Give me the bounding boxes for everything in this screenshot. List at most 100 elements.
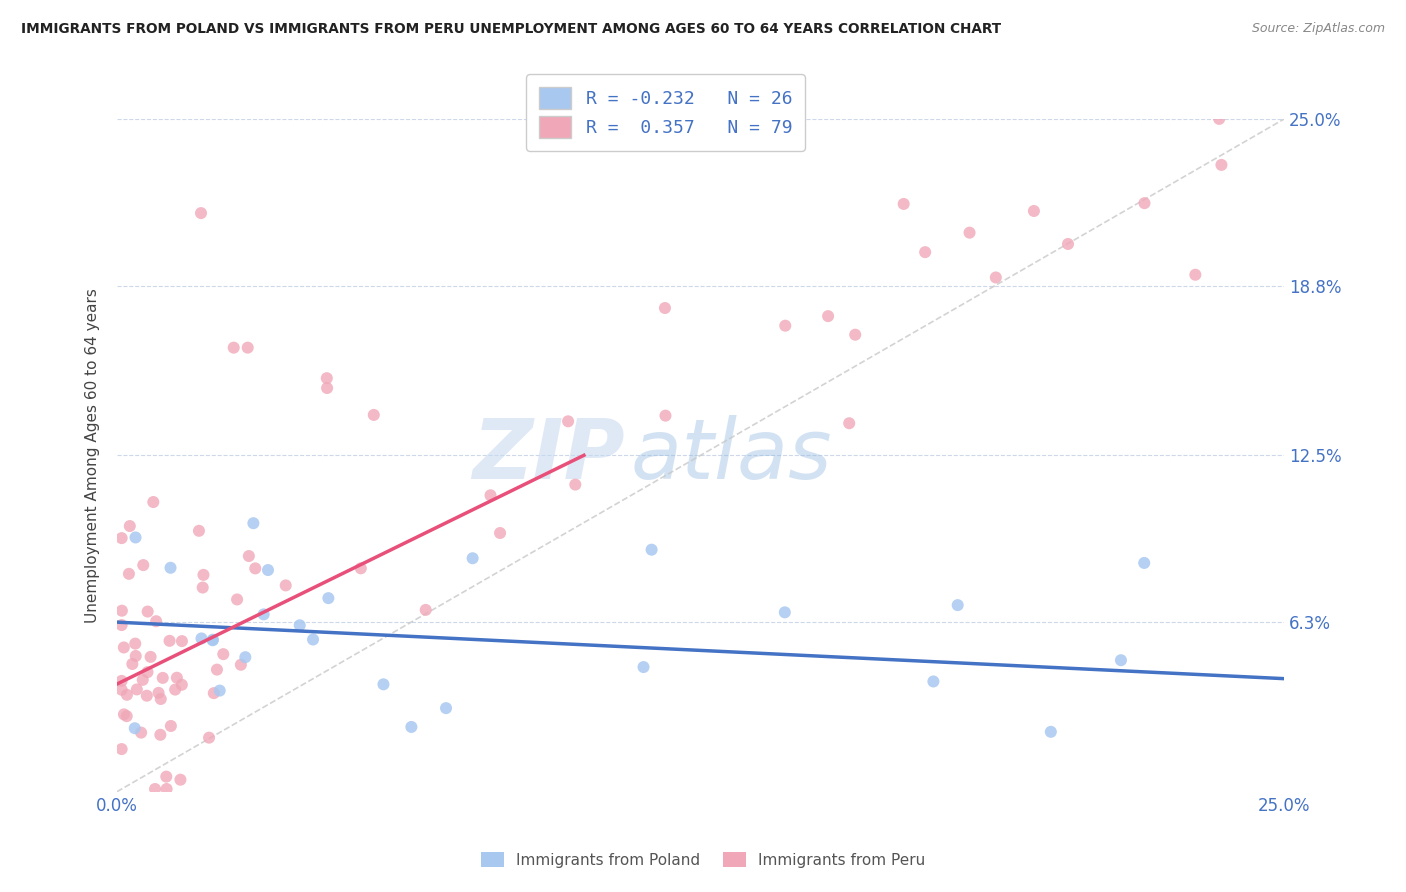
Point	[640, 542, 662, 557]
Point	[115, 709, 138, 723]
Point	[844, 327, 866, 342]
Point	[149, 728, 172, 742]
Point	[111, 618, 134, 632]
Point	[274, 578, 297, 592]
Point	[242, 516, 264, 531]
Point	[461, 551, 484, 566]
Point	[124, 721, 146, 735]
Point	[149, 692, 172, 706]
Point	[401, 720, 423, 734]
Point	[129, 725, 152, 739]
Point	[212, 647, 235, 661]
Point	[148, 686, 170, 700]
Point	[111, 673, 134, 688]
Point	[160, 719, 183, 733]
Point	[654, 301, 676, 315]
Text: atlas: atlas	[631, 415, 832, 496]
Point	[111, 742, 134, 756]
Point	[169, 772, 191, 787]
Point	[238, 549, 260, 563]
Point	[188, 524, 211, 538]
Point	[170, 678, 193, 692]
Point	[315, 371, 337, 385]
Point	[118, 519, 141, 533]
Y-axis label: Unemployment Among Ages 60 to 64 years: Unemployment Among Ages 60 to 64 years	[86, 288, 100, 623]
Point	[170, 634, 193, 648]
Point	[193, 567, 215, 582]
Point	[136, 605, 159, 619]
Point	[1133, 196, 1156, 211]
Point	[222, 341, 245, 355]
Point	[838, 416, 860, 430]
Point	[1208, 112, 1230, 126]
Point	[633, 660, 655, 674]
Point	[233, 650, 256, 665]
Text: Source: ZipAtlas.com: Source: ZipAtlas.com	[1251, 22, 1385, 36]
Point	[1022, 204, 1045, 219]
Point	[118, 566, 141, 581]
Point	[142, 495, 165, 509]
Point	[198, 731, 221, 745]
Point	[159, 561, 181, 575]
Point	[115, 688, 138, 702]
Point	[132, 558, 155, 573]
Point	[124, 531, 146, 545]
Point	[111, 682, 134, 697]
Point	[253, 607, 276, 622]
Point	[415, 603, 437, 617]
Point	[111, 531, 134, 545]
Point	[202, 686, 225, 700]
Point	[893, 197, 915, 211]
Point	[557, 414, 579, 428]
Point	[350, 561, 373, 575]
Point	[165, 682, 187, 697]
Text: IMMIGRANTS FROM POLAND VS IMMIGRANTS FROM PERU UNEMPLOYMENT AMONG AGES 60 TO 64 : IMMIGRANTS FROM POLAND VS IMMIGRANTS FRO…	[21, 22, 1001, 37]
Point	[166, 671, 188, 685]
Point	[229, 657, 252, 672]
Point	[257, 563, 280, 577]
Point	[145, 614, 167, 628]
Point	[489, 526, 512, 541]
Point	[226, 592, 249, 607]
Point	[817, 309, 839, 323]
Point	[1184, 268, 1206, 282]
Point	[159, 633, 181, 648]
Point	[190, 206, 212, 220]
Point	[288, 618, 311, 632]
Point	[316, 381, 339, 395]
Point	[139, 649, 162, 664]
Point	[201, 633, 224, 648]
Point	[236, 341, 259, 355]
Point	[135, 689, 157, 703]
Point	[302, 632, 325, 647]
Point	[434, 701, 457, 715]
Point	[984, 270, 1007, 285]
Point	[922, 674, 945, 689]
Point	[121, 657, 143, 671]
Legend: Immigrants from Poland, Immigrants from Peru: Immigrants from Poland, Immigrants from …	[475, 846, 931, 873]
Point	[125, 682, 148, 697]
Point	[191, 581, 214, 595]
Point	[208, 683, 231, 698]
Point	[363, 408, 385, 422]
Text: ZIP: ZIP	[472, 415, 624, 496]
Point	[479, 488, 502, 502]
Point	[111, 604, 134, 618]
Point	[124, 637, 146, 651]
Point	[132, 673, 155, 687]
Point	[112, 707, 135, 722]
Point	[125, 648, 148, 663]
Point	[1109, 653, 1132, 667]
Point	[205, 663, 228, 677]
Point	[155, 770, 177, 784]
Point	[318, 591, 340, 606]
Legend: R = -0.232   N = 26, R =  0.357   N = 79: R = -0.232 N = 26, R = 0.357 N = 79	[526, 74, 806, 151]
Point	[143, 782, 166, 797]
Point	[190, 632, 212, 646]
Point	[201, 632, 224, 647]
Point	[245, 561, 267, 575]
Point	[654, 409, 676, 423]
Point	[773, 605, 796, 619]
Point	[775, 318, 797, 333]
Point	[1039, 724, 1062, 739]
